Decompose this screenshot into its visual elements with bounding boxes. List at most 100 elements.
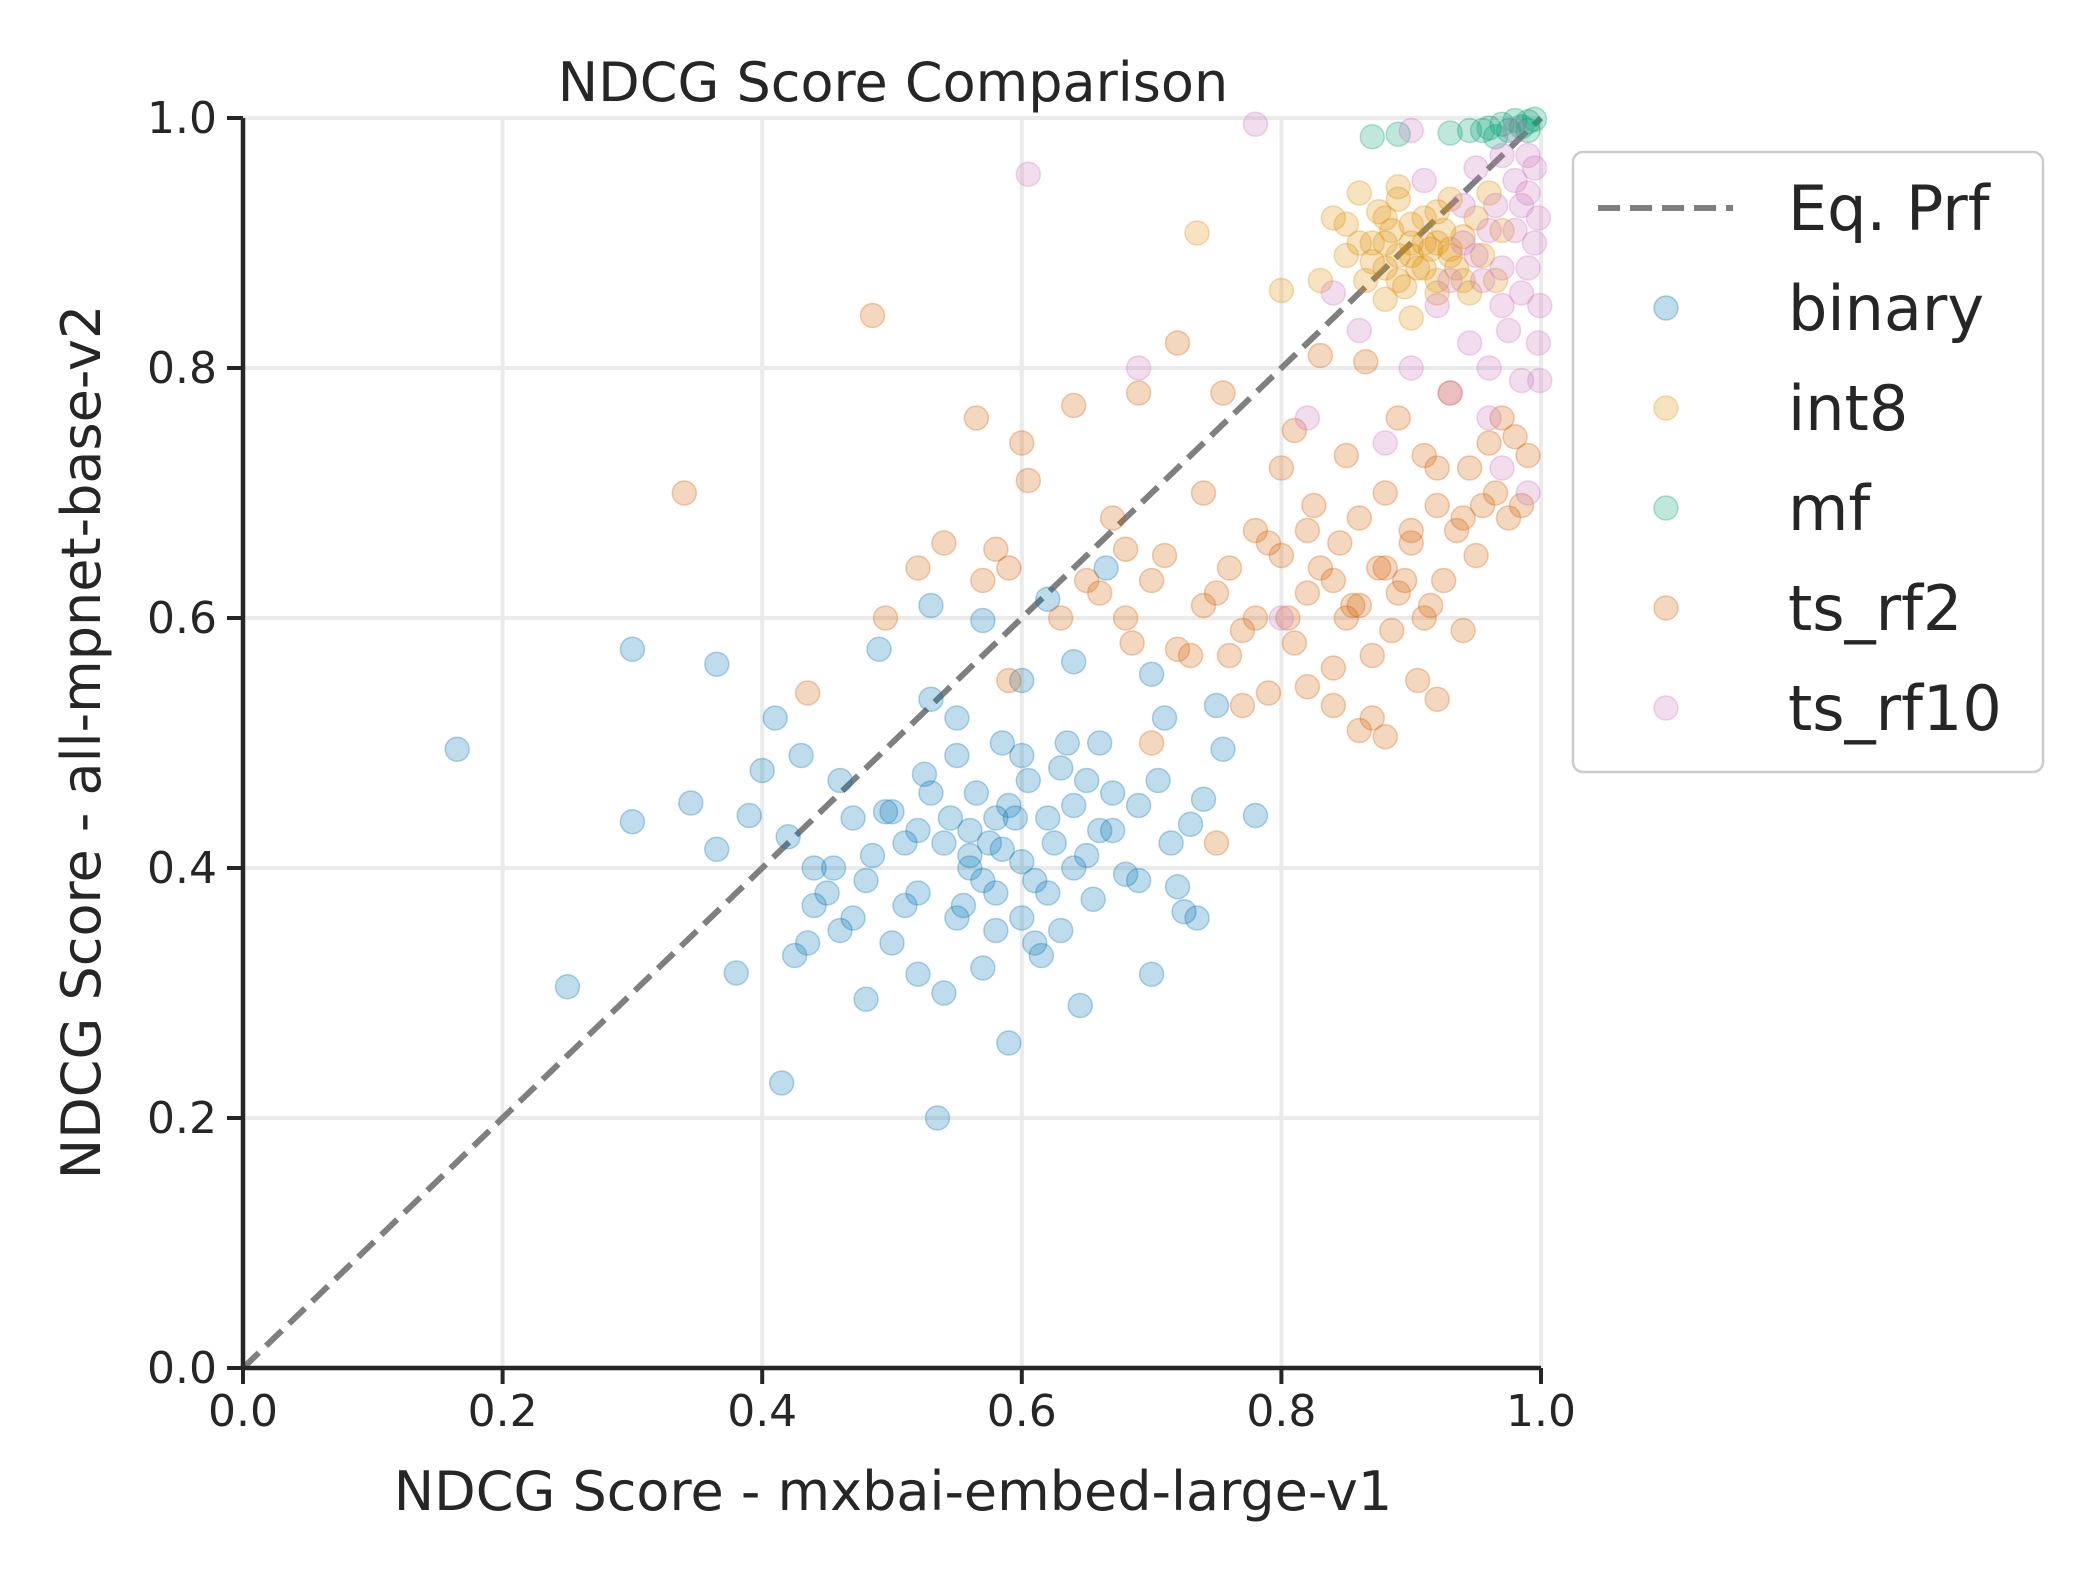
point-int8 [1385,242,1411,269]
point-ts_rf2 [1294,517,1321,544]
point-ts_rf10 [1526,367,1553,394]
point-ts_rf2 [1307,555,1334,581]
point-ts_rf2 [1255,530,1282,556]
data-points [444,106,1553,1131]
point-ts_rf2 [1346,505,1373,531]
point-int8 [1385,174,1411,200]
point-binary [1086,817,1113,844]
point-ts_rf10 [1450,192,1476,219]
point-binary [788,742,814,769]
point-ts_rf2 [1307,342,1334,369]
legend-box [1571,150,2045,774]
point-ts_rf2 [963,405,990,431]
point-binary [1015,767,1042,794]
point-binary [1210,736,1236,762]
point-int8 [1398,305,1424,331]
point-ts_rf10 [1525,330,1552,356]
point-mf [1489,111,1515,137]
point-binary [1093,555,1119,581]
point-ts_rf10 [1372,430,1398,456]
point-ts_rf10 [1515,142,1541,169]
point-binary [950,892,977,919]
point-binary [918,592,944,619]
point-ts_rf10 [1489,142,1515,169]
point-ts_rf2 [1495,505,1522,531]
point-binary [1028,942,1055,969]
point-ts_rf2 [1216,642,1243,669]
point-binary [1151,705,1178,731]
point-ts_rf2 [1112,536,1139,562]
point-int8 [1411,255,1437,281]
point-int8 [1443,255,1470,281]
point-int8 [1437,236,1463,262]
point-mf [1385,121,1411,147]
point-ts_rf10 [1437,267,1463,294]
point-int8 [1450,267,1476,294]
point-int8 [1184,220,1210,246]
point-ts_rf10 [1463,242,1489,269]
point-int8 [1411,205,1437,231]
point-ts_rf10 [1508,192,1535,219]
legend-swatch-ts_rf10 [1653,695,1679,721]
point-int8 [1268,277,1295,304]
point-binary [1073,842,1100,869]
point-binary [944,705,970,731]
point-ts_rf10 [1508,280,1535,306]
point-ts_rf2 [1456,455,1483,481]
gridlines [241,116,1543,1370]
point-binary [1086,730,1113,756]
point-ts_rf2 [1508,492,1535,519]
point-mf [1502,107,1528,134]
point-binary [1073,767,1100,794]
point-ts_rf2 [1476,430,1502,456]
x-tick-label: 0.6 [987,1386,1057,1437]
point-int8 [1353,267,1379,294]
point-ts_rf2 [1073,567,1100,594]
point-binary [1080,886,1106,912]
point-binary [1125,867,1152,894]
point-binary [723,960,749,986]
point-mf [1437,120,1463,146]
point-binary [840,905,866,931]
series-int8 [1184,174,1515,331]
point-binary [1138,661,1165,687]
point-binary [931,830,957,856]
point-ts_rf10 [1526,292,1553,319]
point-int8 [1456,280,1483,306]
point-binary [1041,830,1067,856]
point-ts_rf2 [1210,380,1236,406]
point-ts_rf2 [1372,724,1398,750]
point-ts_rf2 [1482,480,1509,506]
point-ts_rf2 [1417,592,1444,619]
point-binary [918,780,944,806]
point-binary [801,892,827,919]
x-axis-title: NDCG Score - mxbai-embed-large-v1 [394,1460,1392,1523]
reference-line-layer [240,115,1544,1371]
point-binary [820,855,847,881]
point-binary [1125,792,1152,819]
point-ts_rf2 [905,555,931,581]
point-ts_rf2 [1281,630,1308,656]
point-ts_rf2 [1229,617,1256,644]
point-mf [1469,117,1496,144]
point-ts_rf10 [1515,255,1541,281]
point-int8 [1482,267,1509,294]
point-ts_rf2 [1125,380,1152,406]
point-ts_rf2 [1112,605,1139,631]
y-tick-label: 0.0 [147,1343,217,1394]
point-ts_rf2 [1463,542,1489,569]
point-binary [924,1105,951,1131]
point-ts_rf2 [1138,730,1165,756]
point-ts_rf2 [1424,455,1450,481]
point-ts_rf2 [1119,630,1145,656]
point-ts_rf10 [1521,155,1548,181]
point-binary [853,867,879,894]
point-int8 [1346,230,1373,256]
y-tick-label: 0.6 [147,593,217,644]
point-binary [554,974,581,1000]
point-binary [827,767,853,794]
point-ts_rf10 [1463,155,1489,181]
point-binary [1145,767,1171,794]
point-binary [762,705,788,731]
